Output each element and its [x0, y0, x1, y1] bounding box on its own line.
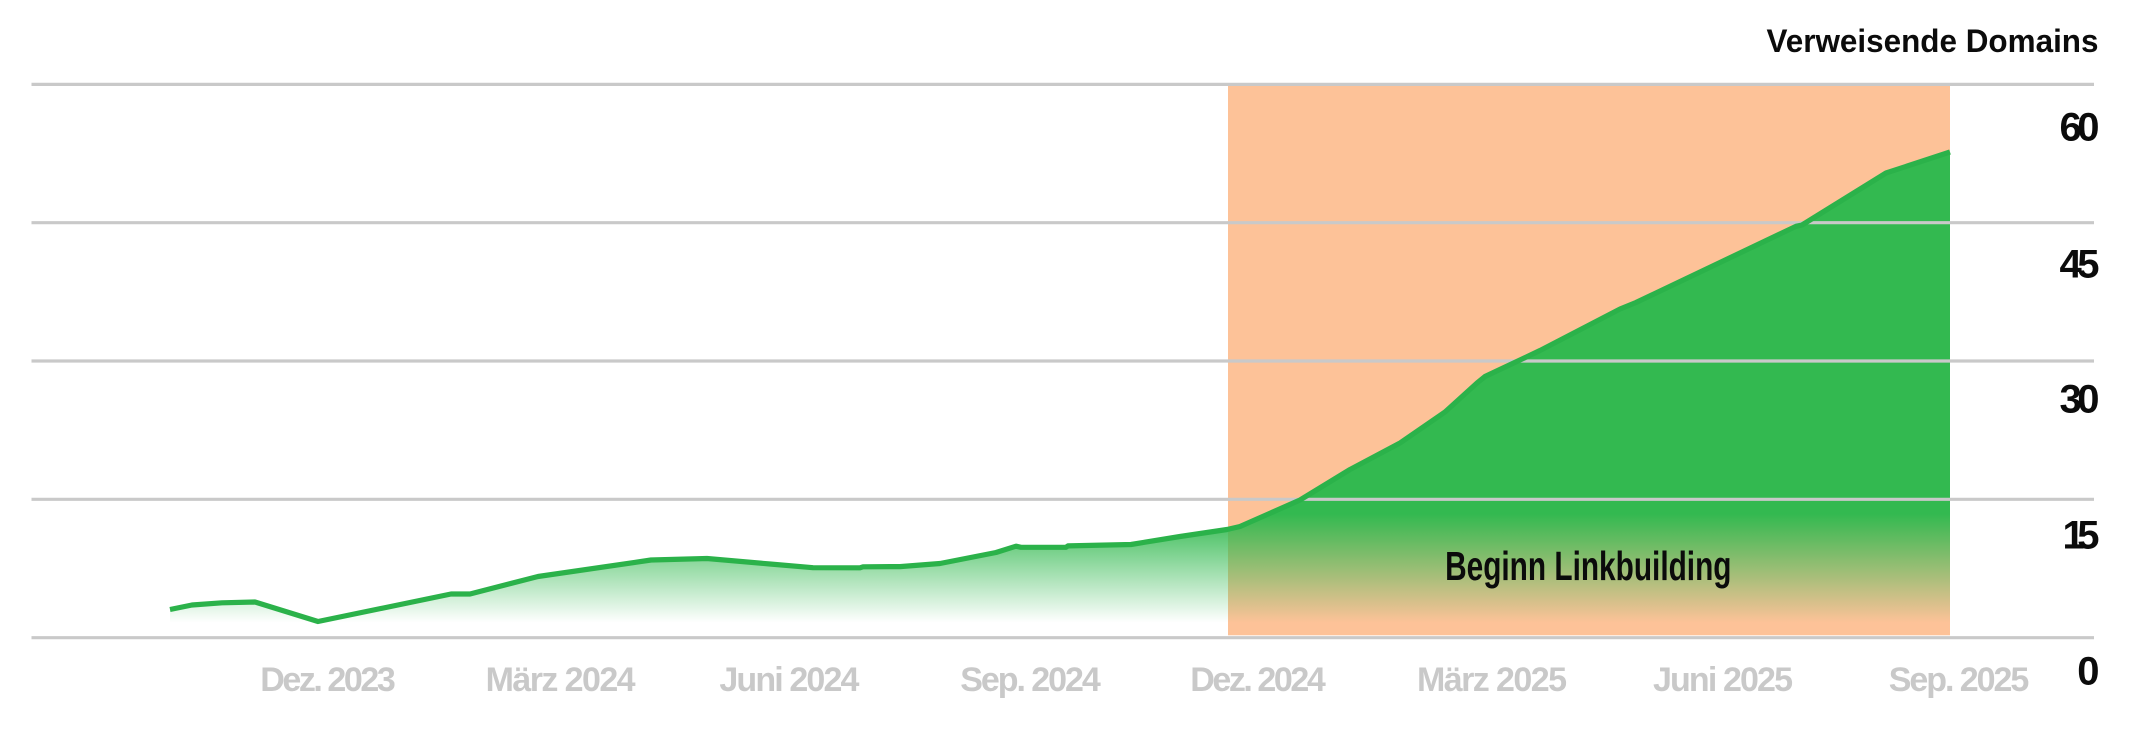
svg-text:15: 15 [2063, 513, 2100, 557]
svg-text:Juni 2024: Juni 2024 [719, 661, 859, 699]
svg-text:März 2025: März 2025 [1417, 661, 1567, 699]
svg-text:30: 30 [2060, 377, 2100, 421]
svg-text:Verweisende Domains: Verweisende Domains [1767, 23, 2099, 59]
svg-text:45: 45 [2060, 242, 2100, 286]
svg-text:Sep. 2024: Sep. 2024 [960, 661, 1101, 699]
svg-text:Dez. 2023: Dez. 2023 [260, 661, 396, 699]
svg-text:Beginn Linkbuilding: Beginn Linkbuilding [1445, 543, 1731, 589]
svg-text:Dez. 2024: Dez. 2024 [1190, 661, 1326, 699]
svg-text:0: 0 [2077, 649, 2099, 693]
svg-text:Sep. 2025: Sep. 2025 [1889, 661, 2030, 699]
svg-text:60: 60 [2060, 105, 2100, 149]
svg-text:März 2024: März 2024 [486, 661, 636, 699]
svg-text:Juni 2025: Juni 2025 [1653, 661, 1793, 699]
